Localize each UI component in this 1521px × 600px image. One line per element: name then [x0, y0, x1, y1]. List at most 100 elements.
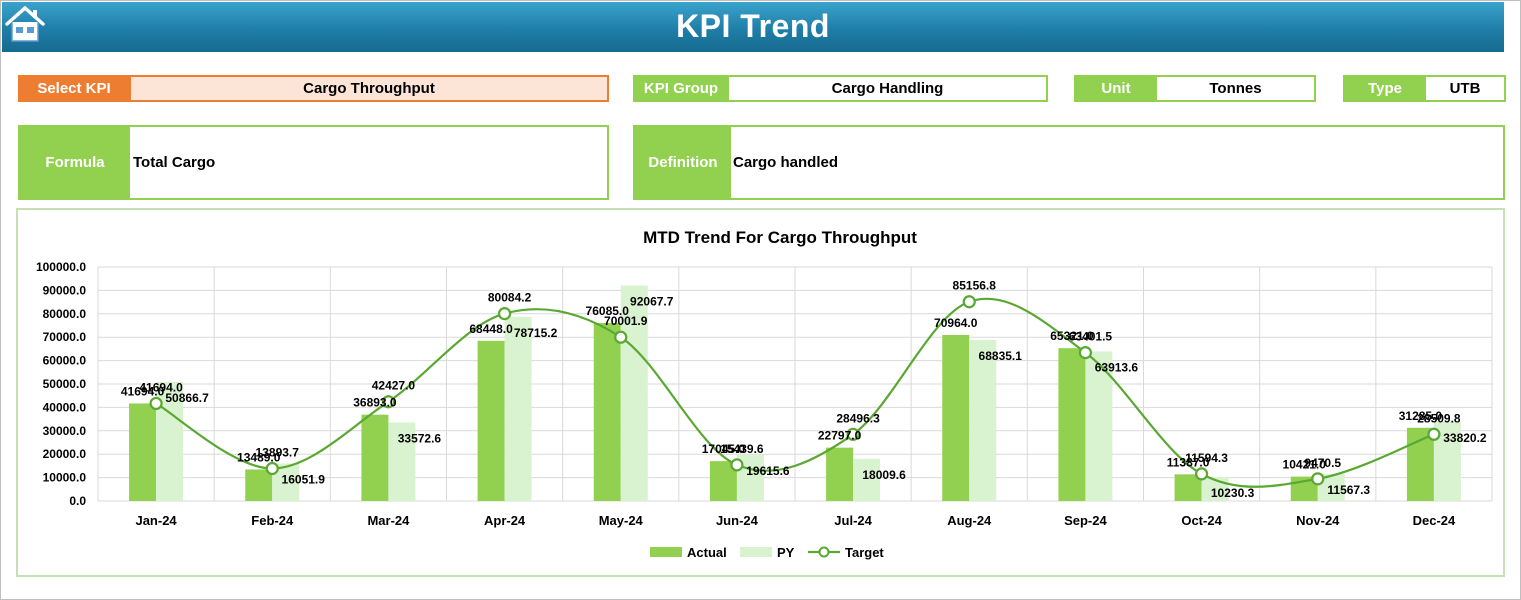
bar-actual [477, 340, 505, 501]
legend-label-py: PY [777, 545, 795, 560]
target-point [1311, 472, 1325, 486]
data-label-actual: 70964.0 [934, 316, 978, 330]
bar-actual [826, 447, 854, 501]
data-label-py: 10230.3 [1211, 486, 1255, 500]
x-tick-label: Apr-24 [484, 513, 526, 528]
legend-swatch-py [740, 547, 772, 557]
bar-py [388, 422, 416, 501]
data-label-actual: 11387.0 [1167, 455, 1210, 469]
bar-actual [1174, 474, 1202, 501]
data-label-actual: 17045.0 [702, 442, 746, 456]
formula-box: Formula Total Cargo [18, 125, 609, 200]
target-point [614, 330, 628, 344]
y-tick-label: 70000.0 [43, 330, 87, 344]
data-label-py: 33572.6 [398, 431, 442, 445]
x-tick-label: Dec-24 [1413, 513, 1456, 528]
y-tick-label: 40000.0 [43, 400, 87, 414]
bar-actual [942, 334, 970, 501]
y-tick-label: 50000.0 [43, 377, 87, 391]
data-label-target: 28509.8 [1417, 411, 1461, 425]
data-label-target: 80084.2 [488, 291, 532, 305]
chart-title: MTD Trend For Cargo Throughput [643, 228, 917, 247]
data-label-actual: 68448.0 [469, 322, 513, 336]
target-point [730, 458, 744, 472]
x-tick-label: Sep-24 [1064, 513, 1107, 528]
data-label-actual: 31285.0 [1399, 409, 1443, 423]
unit-label: Unit [1074, 75, 1158, 102]
data-label-target: 85156.8 [953, 279, 997, 293]
home-icon[interactable] [4, 4, 46, 44]
bar-actual [129, 403, 157, 501]
formula-label: Formula [20, 127, 130, 198]
target-point [1427, 427, 1441, 441]
target-point [497, 307, 512, 321]
target-point [962, 295, 976, 309]
data-label-py: 50866.7 [165, 391, 209, 405]
definition-label: Definition [635, 127, 731, 198]
legend-swatch-actual [650, 547, 682, 557]
data-label-target: 15439.6 [720, 442, 764, 456]
y-tick-label: 100000.0 [36, 260, 86, 274]
kpi-group-label: KPI Group [633, 75, 729, 102]
definition-box: Definition Cargo handled [633, 125, 1505, 200]
target-point [265, 461, 279, 476]
data-label-py: 63913.6 [1095, 360, 1139, 374]
x-tick-label: Jul-24 [834, 513, 872, 528]
data-label-py: 19615.6 [746, 464, 790, 478]
target-point [149, 396, 163, 411]
legend-label-actual: Actual [687, 545, 727, 560]
x-tick-label: May-24 [599, 513, 644, 528]
bar-actual [1058, 348, 1086, 501]
x-tick-label: Jan-24 [135, 513, 177, 528]
legend-label-target: Target [845, 545, 884, 560]
x-tick-label: Feb-24 [251, 513, 294, 528]
data-label-py: 16051.9 [282, 472, 326, 486]
data-label-actual: 36893.0 [353, 396, 397, 410]
y-tick-label: 30000.0 [43, 424, 87, 438]
data-label-actual: 13489.0 [237, 450, 281, 464]
data-label-target: 13893.7 [256, 445, 300, 459]
x-tick-label: Oct-24 [1181, 513, 1222, 528]
y-tick-label: 80000.0 [43, 307, 87, 321]
y-tick-label: 60000.0 [43, 354, 87, 368]
bar-py [1085, 351, 1113, 501]
title-bar: KPI Trend [2, 2, 1504, 52]
type-value: UTB [1424, 75, 1506, 102]
x-tick-label: Mar-24 [367, 513, 410, 528]
select-kpi-label: Select KPI [18, 75, 130, 102]
unit-value: Tonnes [1155, 75, 1316, 102]
y-tick-label: 90000.0 [43, 283, 87, 297]
data-label-target: 41694.0 [139, 380, 183, 394]
data-label-py: 11567.3 [1327, 483, 1370, 497]
bar-py [969, 339, 997, 501]
bar-actual [245, 469, 273, 501]
data-label-actual: 76085.0 [586, 304, 630, 318]
formula-value: Total Cargo [133, 154, 216, 171]
data-label-target: 11594.3 [1185, 451, 1228, 465]
data-label-target: 9470.5 [1304, 456, 1341, 470]
data-label-target: 28496.3 [836, 411, 880, 425]
target-point [1078, 346, 1093, 360]
data-label-target: 42427.0 [372, 379, 416, 393]
data-label-actual: 41694.0 [121, 384, 165, 398]
legend-marker-target [818, 546, 830, 558]
data-label-py: 92067.7 [630, 295, 674, 309]
select-kpi-dropdown[interactable]: Cargo Throughput [129, 75, 609, 102]
page-title: KPI Trend [676, 8, 830, 44]
data-label-target: 70001.9 [604, 314, 648, 328]
bar-actual [361, 414, 389, 501]
data-label-actual: 10421.0 [1283, 458, 1327, 472]
definition-value: Cargo handled [733, 154, 839, 171]
y-tick-label: 20000.0 [43, 447, 87, 461]
data-label-py: 68835.1 [979, 349, 1023, 363]
kpi-group-value: Cargo Handling [727, 75, 1048, 102]
target-point [1194, 467, 1209, 481]
data-label-py: 78715.2 [514, 326, 558, 340]
data-label-actual: 65321.0 [1050, 329, 1094, 343]
target-point [381, 395, 396, 409]
bar-py [853, 458, 881, 501]
kpi-trend-chart: MTD Trend For Cargo Throughput 0.0 10000.0… [36, 228, 1493, 560]
data-label-actual: 22797.0 [818, 429, 862, 443]
x-tick-label: Nov-24 [1296, 513, 1340, 528]
bar-py [504, 316, 532, 501]
